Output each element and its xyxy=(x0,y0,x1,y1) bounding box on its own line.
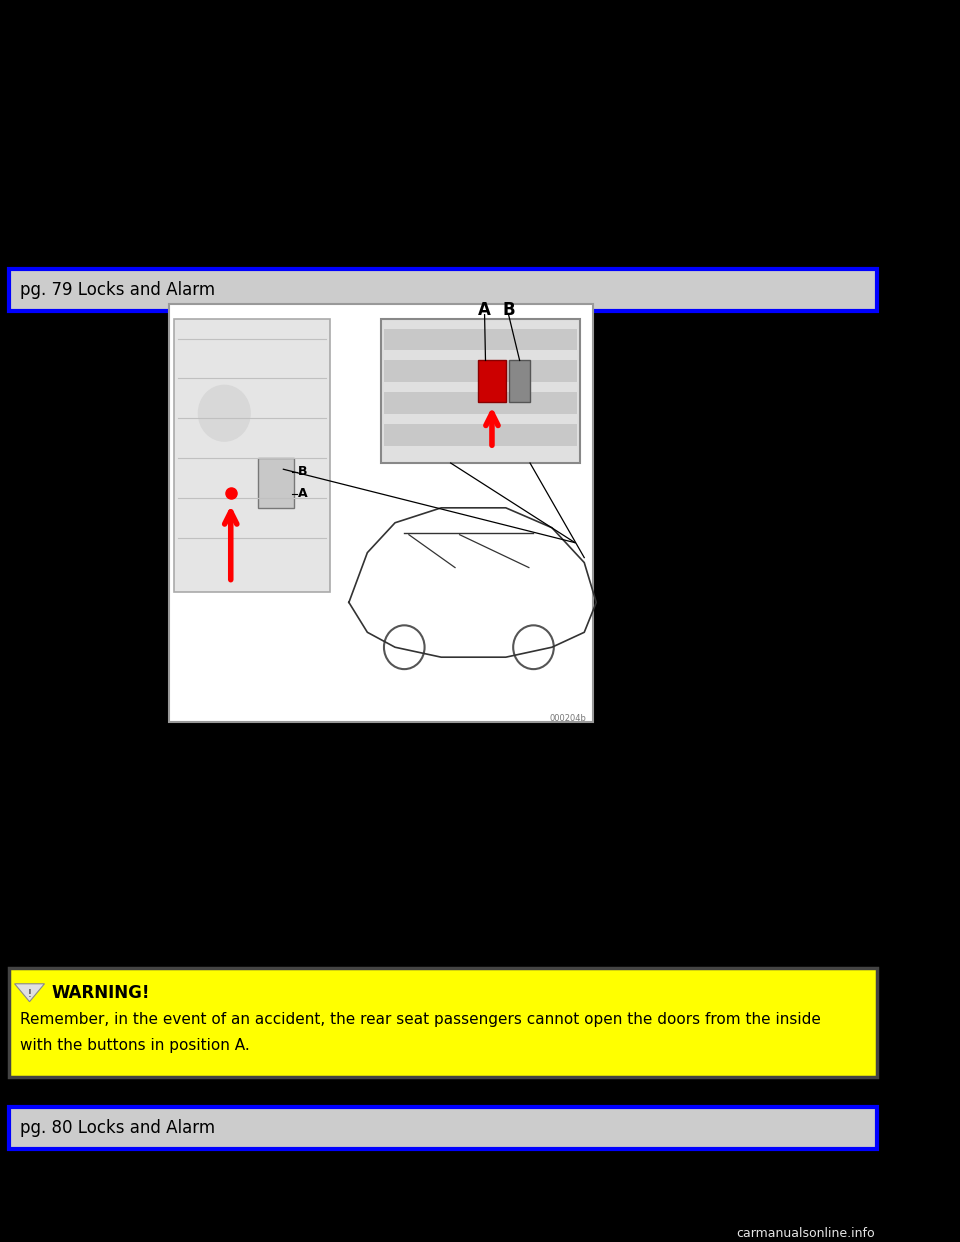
FancyBboxPatch shape xyxy=(384,392,577,415)
Text: 000204b: 000204b xyxy=(549,714,587,723)
Text: WARNING!: WARNING! xyxy=(52,984,150,1002)
FancyBboxPatch shape xyxy=(10,968,876,1077)
FancyBboxPatch shape xyxy=(258,458,294,508)
Polygon shape xyxy=(14,984,44,1002)
FancyBboxPatch shape xyxy=(174,319,330,592)
FancyBboxPatch shape xyxy=(381,319,580,463)
Text: pg. 80 Locks and Alarm: pg. 80 Locks and Alarm xyxy=(20,1119,215,1138)
Text: Remember, in the event of an accident, the rear seat passengers cannot open the : Remember, in the event of an accident, t… xyxy=(20,1012,821,1027)
FancyBboxPatch shape xyxy=(384,425,577,446)
FancyBboxPatch shape xyxy=(510,360,530,402)
FancyBboxPatch shape xyxy=(384,360,577,383)
Text: !: ! xyxy=(28,989,32,999)
Text: A: A xyxy=(299,487,308,501)
FancyBboxPatch shape xyxy=(384,329,577,350)
Text: carmanualsonline.info: carmanualsonline.info xyxy=(736,1227,875,1240)
FancyBboxPatch shape xyxy=(10,1108,876,1149)
Text: A: A xyxy=(478,301,491,319)
Text: pg. 79 Locks and Alarm: pg. 79 Locks and Alarm xyxy=(20,281,215,299)
Text: B: B xyxy=(299,466,307,478)
Text: with the buttons in position A.: with the buttons in position A. xyxy=(20,1038,250,1053)
FancyBboxPatch shape xyxy=(478,360,506,402)
Text: B: B xyxy=(502,301,515,319)
FancyBboxPatch shape xyxy=(169,304,593,722)
FancyBboxPatch shape xyxy=(10,268,876,310)
Circle shape xyxy=(199,385,251,441)
